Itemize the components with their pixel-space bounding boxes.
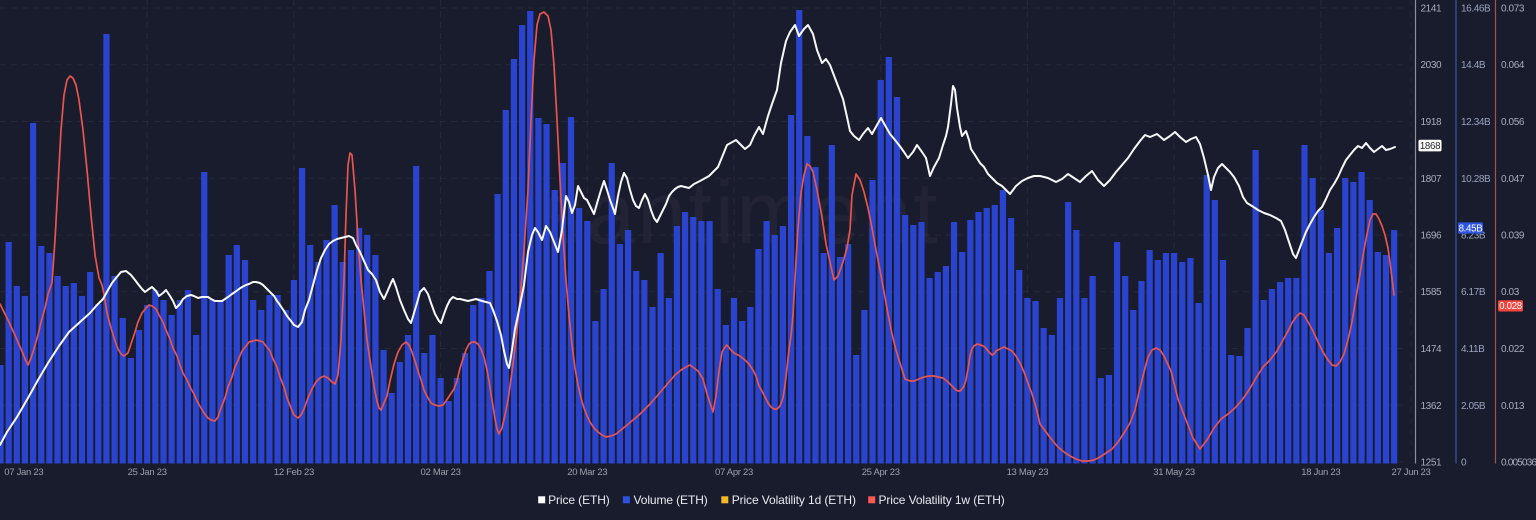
svg-text:1918: 1918 [1421,117,1442,128]
svg-text:25 Apr 23: 25 Apr 23 [862,467,900,478]
svg-text:0.039: 0.039 [1501,231,1525,242]
svg-text:1362: 1362 [1421,401,1442,412]
svg-text:0.022: 0.022 [1501,344,1525,355]
svg-text:Price Volatility 1w (ETH): Price Volatility 1w (ETH) [879,493,1005,507]
svg-text:Price (ETH): Price (ETH) [548,493,610,507]
svg-text:16.46B: 16.46B [1461,4,1491,15]
svg-text:2141: 2141 [1421,4,1442,15]
svg-text:25 Jan 23: 25 Jan 23 [128,467,167,478]
svg-text:07 Jan 23: 07 Jan 23 [4,467,43,478]
svg-text:2030: 2030 [1421,60,1442,71]
svg-text:1251: 1251 [1421,458,1442,469]
svg-text:0.028: 0.028 [1499,301,1522,312]
svg-text:12 Feb 23: 12 Feb 23 [274,467,314,478]
svg-text:4.11B: 4.11B [1461,344,1485,355]
svg-text:20 Mar 23: 20 Mar 23 [567,467,607,478]
svg-text:0.013: 0.013 [1501,401,1525,412]
svg-text:1807: 1807 [1421,174,1442,185]
svg-text:Price Volatility 1d (ETH): Price Volatility 1d (ETH) [732,493,856,507]
svg-text:12.34B: 12.34B [1461,117,1491,128]
svg-text:1474: 1474 [1421,344,1442,355]
svg-text:0.056: 0.056 [1501,117,1525,128]
svg-text:0.047: 0.047 [1501,174,1525,185]
svg-text:27 Jun 23: 27 Jun 23 [1391,467,1430,478]
svg-text:07 Apr 23: 07 Apr 23 [715,467,753,478]
svg-text:0: 0 [1461,458,1467,469]
svg-text:8.23B: 8.23B [1461,231,1486,242]
svg-text:13 May 23: 13 May 23 [1007,467,1049,478]
svg-text:0.073: 0.073 [1501,4,1525,15]
svg-text:8.45B: 8.45B [1459,223,1483,234]
svg-text:6.17B: 6.17B [1461,287,1486,298]
svg-text:Volume (ETH): Volume (ETH) [634,493,708,507]
svg-text:18 Jun 23: 18 Jun 23 [1301,467,1340,478]
svg-text:1696: 1696 [1421,231,1442,242]
svg-text:2.05B: 2.05B [1461,401,1486,412]
svg-text:02 Mar 23: 02 Mar 23 [421,467,461,478]
svg-text:10.28B: 10.28B [1461,174,1491,185]
svg-text:0.064: 0.064 [1501,60,1525,71]
svg-text:31 May 23: 31 May 23 [1153,467,1195,478]
svg-text:1585: 1585 [1421,287,1442,298]
svg-text:14.4B: 14.4B [1461,60,1486,71]
svg-text:0.005036: 0.005036 [1501,458,1536,469]
svg-text:1868: 1868 [1420,141,1440,152]
svg-text:0.03: 0.03 [1501,287,1520,298]
